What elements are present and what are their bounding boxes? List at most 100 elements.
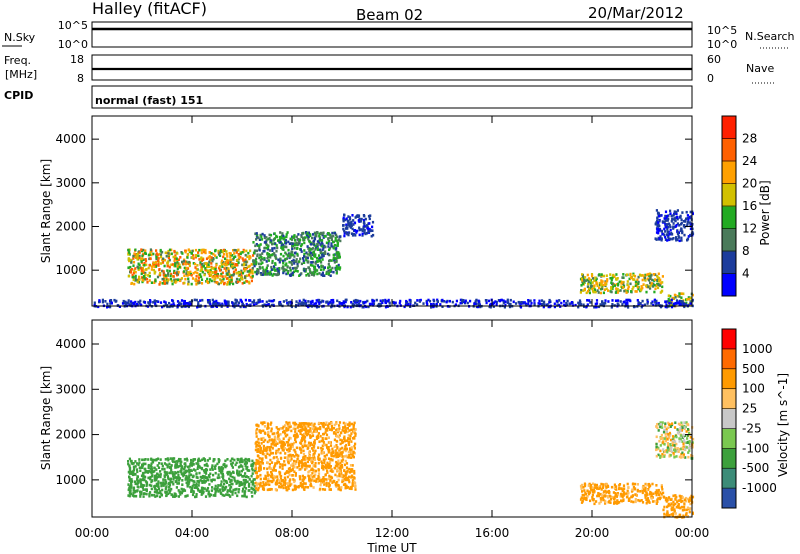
- echo-pixel: [622, 286, 625, 289]
- echo-pixel: [191, 249, 194, 253]
- echo-pixel: [291, 244, 294, 247]
- echo-pixel: [253, 261, 256, 264]
- echo-pixel: [591, 486, 594, 489]
- echo-pixel: [345, 225, 348, 228]
- echo-pixel: [169, 480, 172, 484]
- echo-pixel: [141, 464, 144, 467]
- echo-pixel: [143, 478, 146, 482]
- echo-pixel: [200, 256, 203, 259]
- echo-pixel: [596, 494, 599, 498]
- echo-pixel: [251, 480, 254, 483]
- echo-pixel: [325, 241, 328, 245]
- echo-pixel: [147, 274, 150, 277]
- echo-pixel: [680, 292, 683, 295]
- echo-pixel: [594, 486, 597, 489]
- echo-pixel: [190, 458, 193, 462]
- echo-pixel: [200, 467, 203, 471]
- echo-pixel: [409, 305, 412, 308]
- echo-pixel: [177, 482, 180, 485]
- echo-pixel: [646, 497, 649, 500]
- echo-pixel: [269, 458, 272, 462]
- echo-pixel: [314, 262, 317, 265]
- echo-pixel: [142, 462, 145, 466]
- echo-pixel: [584, 483, 587, 486]
- echo-pixel: [284, 242, 288, 245]
- echo-pixel: [214, 277, 217, 280]
- echo-pixel: [142, 274, 146, 278]
- echo-pixel: [311, 257, 314, 260]
- echo-pixel: [602, 490, 606, 493]
- echo-pixel: [350, 428, 353, 432]
- echo-pixel: [151, 474, 154, 477]
- echo-pixel: [163, 462, 166, 465]
- echo-pixel: [660, 493, 663, 496]
- echo-pixel: [207, 490, 210, 493]
- echo-pixel: [315, 302, 318, 305]
- echo-pixel: [353, 428, 356, 432]
- echo-pixel: [296, 457, 299, 461]
- echo-pixel: [148, 483, 151, 487]
- echo-pixel: [133, 252, 136, 255]
- echo-pixel: [187, 480, 190, 483]
- echo-pixel: [287, 270, 290, 273]
- echo-pixel: [379, 299, 382, 303]
- echo-pixel: [231, 254, 234, 257]
- echo-pixel: [220, 261, 223, 264]
- echo-pixel: [167, 249, 170, 253]
- echo-pixel: [284, 478, 287, 482]
- echo-pixel: [291, 445, 294, 448]
- echo-pixel: [219, 489, 222, 492]
- echo-pixel: [322, 476, 325, 479]
- echo-pixel: [623, 289, 626, 293]
- echo-pixel: [316, 272, 319, 276]
- echo-pixel: [641, 299, 644, 303]
- echo-pixel: [288, 449, 291, 453]
- echo-pixel: [292, 441, 296, 445]
- echo-pixel: [599, 486, 602, 490]
- echo-pixel: [196, 480, 199, 483]
- echo-pixel: [367, 230, 370, 233]
- echo-pixel: [640, 274, 643, 277]
- echo-pixel: [162, 271, 165, 275]
- echo-pixel: [260, 437, 263, 441]
- echo-pixel: [344, 473, 347, 477]
- echo-pixel: [212, 459, 215, 463]
- echo-pixel: [657, 276, 660, 279]
- echo-pixel: [230, 472, 233, 475]
- echo-pixel: [310, 302, 313, 305]
- echo-pixel: [652, 273, 656, 276]
- echo-pixel: [600, 488, 603, 491]
- echo-pixel: [312, 250, 316, 254]
- echo-pixel: [260, 421, 263, 425]
- echo-pixel: [362, 218, 366, 222]
- echo-pixel: [255, 427, 259, 431]
- echo-pixel: [300, 451, 303, 454]
- echo-pixel: [204, 268, 207, 272]
- echo-pixel: [155, 477, 158, 480]
- echo-pixel: [224, 275, 227, 278]
- echo-pixel: [243, 281, 246, 284]
- echo-pixel: [282, 245, 285, 249]
- echo-pixel: [199, 305, 202, 308]
- echo-pixel: [134, 279, 137, 282]
- echo-pixel: [245, 302, 248, 306]
- echo-pixel: [278, 441, 281, 444]
- echo-pixel: [285, 252, 288, 256]
- echo-pixel: [548, 298, 551, 302]
- echo-pixel: [173, 257, 177, 261]
- echo-pixel: [206, 270, 210, 273]
- echo-pixel: [237, 473, 240, 477]
- echo-pixel: [221, 467, 225, 470]
- echo-pixel: [137, 268, 140, 271]
- echo-pixel: [650, 282, 653, 285]
- echo-pixel: [328, 482, 331, 485]
- echo-pixel: [289, 269, 292, 272]
- echo-pixel: [651, 300, 654, 304]
- echo-pixel: [338, 421, 342, 424]
- echo-pixel: [427, 298, 430, 302]
- echo-pixel: [173, 457, 176, 460]
- echo-pixel: [384, 300, 387, 304]
- echo-pixel: [152, 470, 155, 474]
- echo-pixel: [209, 302, 212, 306]
- echo-pixel: [333, 480, 336, 483]
